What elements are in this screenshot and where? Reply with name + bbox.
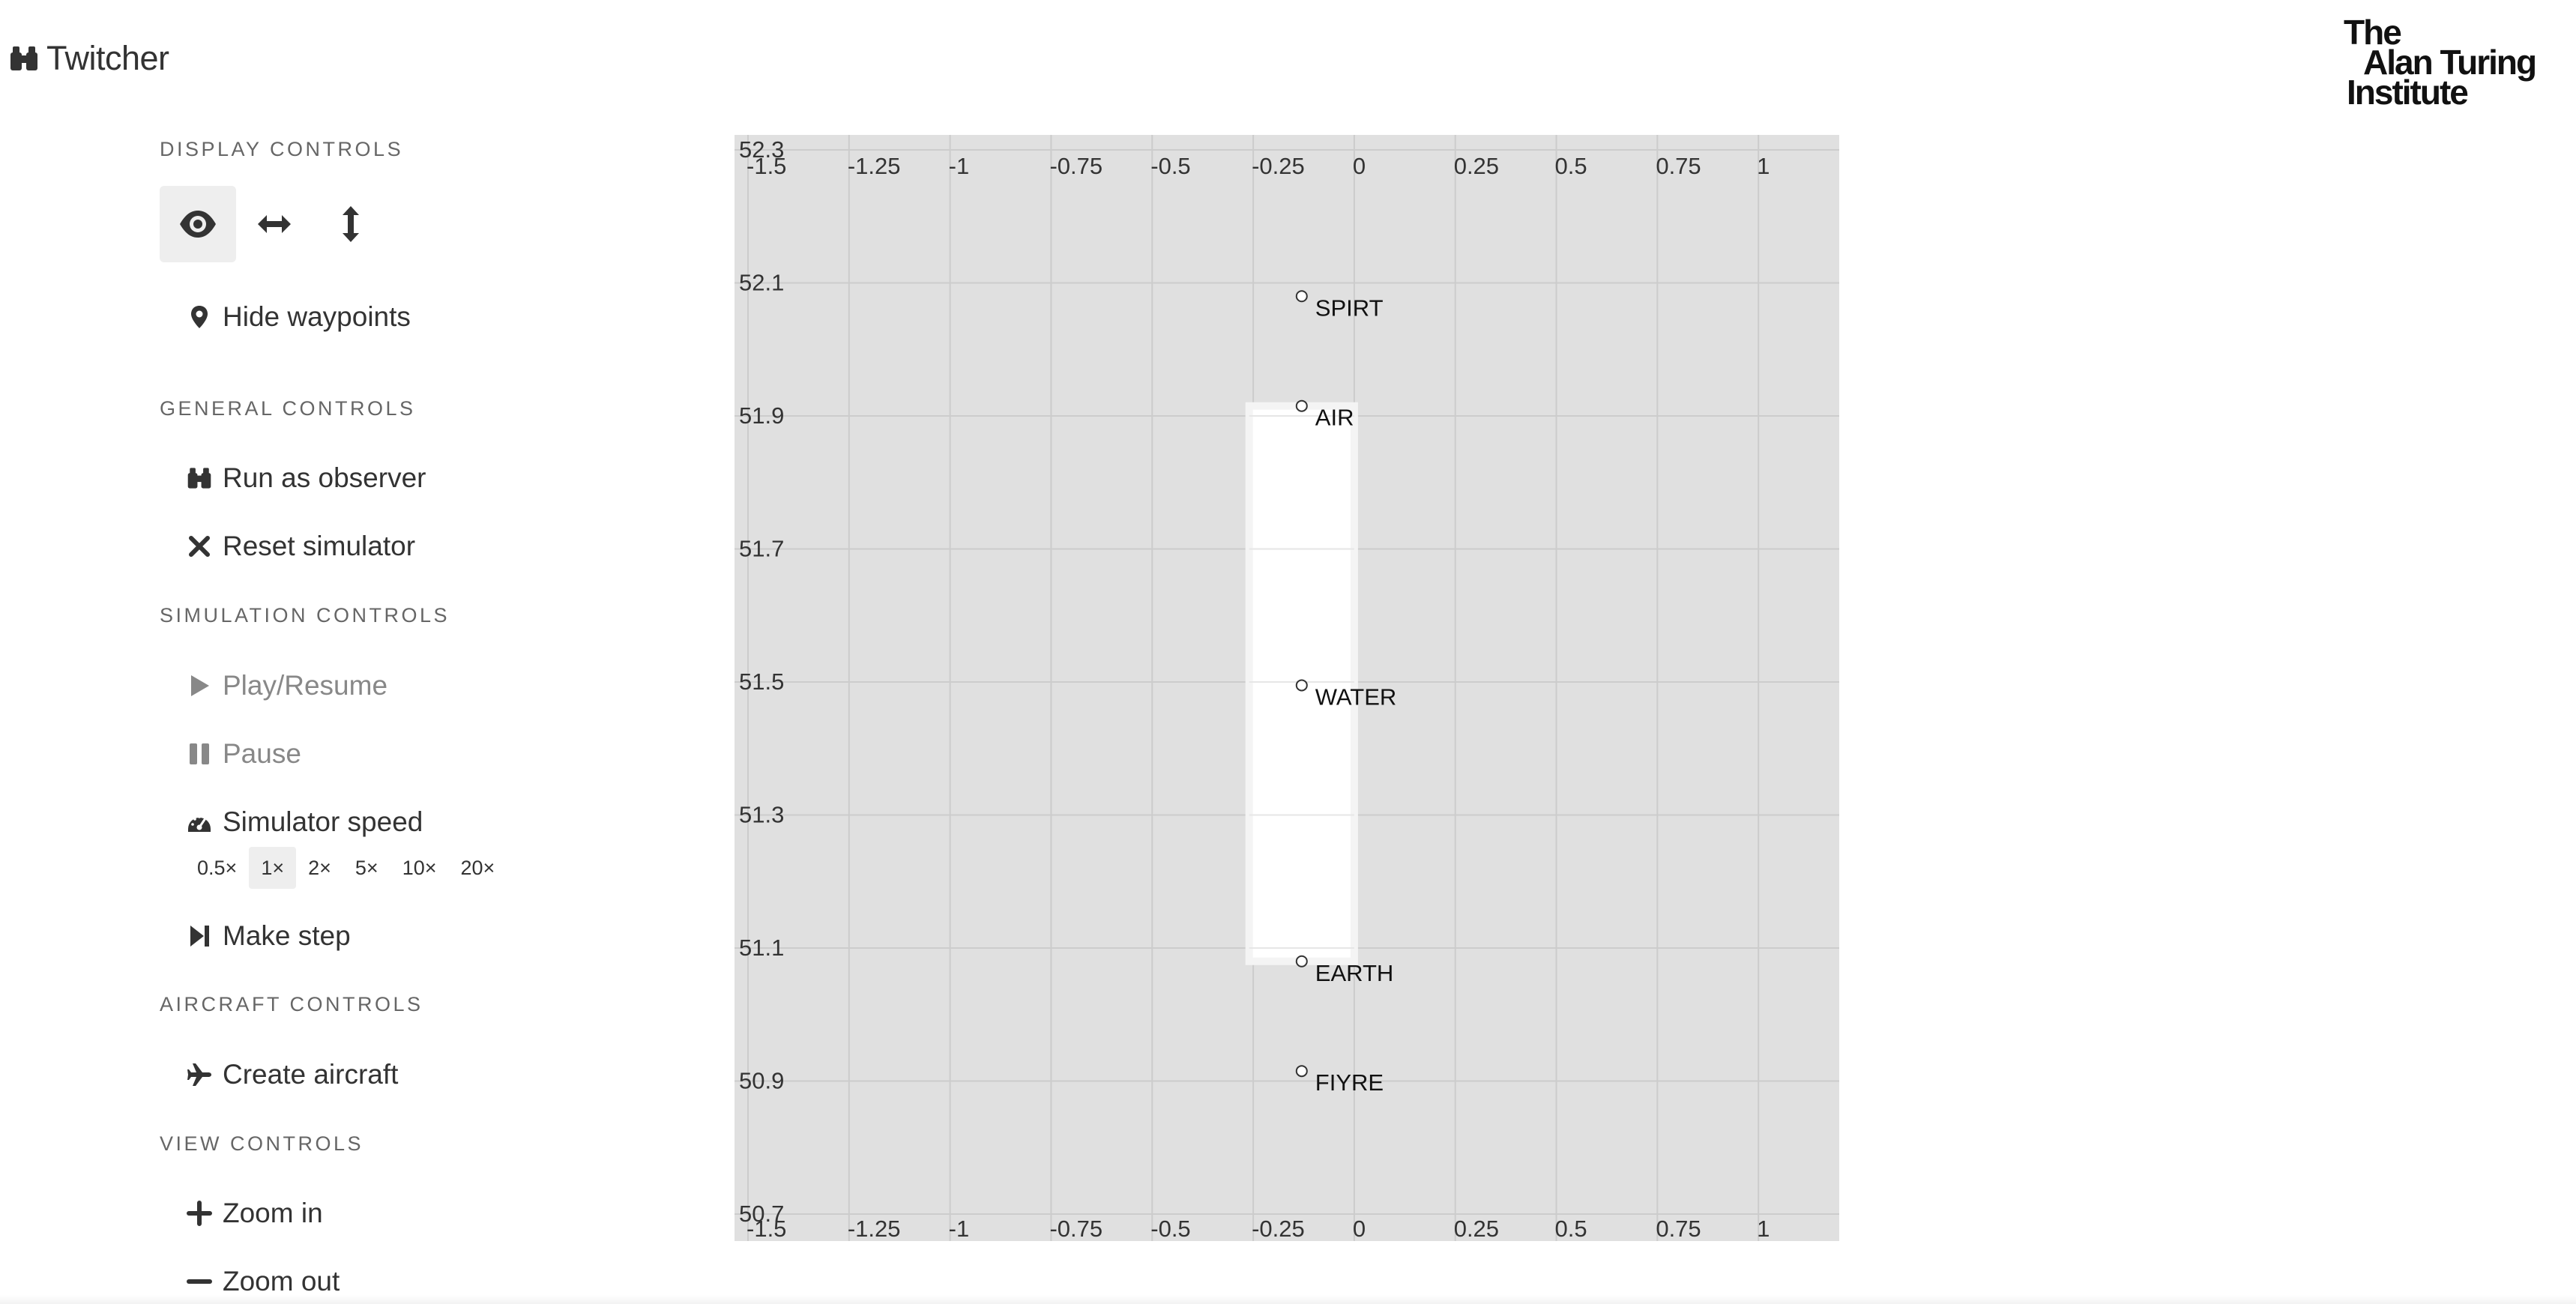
- general-controls-title: GENERAL CONTROLS: [160, 397, 416, 420]
- x-tick-label-top: 0.25: [1454, 153, 1499, 179]
- create-aircraft-label: Create aircraft: [223, 1059, 399, 1090]
- close-icon: [185, 532, 214, 561]
- pause-label: Pause: [223, 738, 301, 769]
- x-tick-label-top: 1: [1757, 153, 1770, 179]
- y-tick-label: 52.1: [739, 270, 784, 296]
- waypoint-marker: [1295, 955, 1308, 968]
- x-tick-label-bottom: -1.5: [746, 1216, 786, 1241]
- speed-option-active[interactable]: 1×: [249, 847, 297, 889]
- pause-icon: [185, 740, 214, 768]
- x-tick-label-bottom: -0.5: [1150, 1216, 1190, 1241]
- speed-option[interactable]: 2×: [308, 856, 331, 879]
- x-tick-label-bottom: -0.25: [1252, 1216, 1305, 1241]
- app-title: Twitcher: [46, 39, 169, 77]
- x-tick-label-top: -0.5: [1150, 153, 1190, 179]
- x-tick-label-bottom: 1: [1757, 1216, 1770, 1241]
- hide-waypoints-label: Hide waypoints: [223, 301, 411, 332]
- bottom-edge: [0, 1295, 2576, 1304]
- speed-selector: 0.5× 1× 2× 5× 10× 20×: [185, 847, 507, 889]
- y-tick-label: 50.9: [739, 1068, 784, 1094]
- x-tick-label-top: -1: [949, 153, 970, 179]
- speed-option[interactable]: 10×: [402, 856, 437, 879]
- arrows-horizontal-icon: [255, 205, 294, 244]
- reset-simulator-button[interactable]: Reset simulator: [185, 531, 415, 562]
- y-tick-label: 51.9: [739, 402, 784, 429]
- view-controls-title: VIEW CONTROLS: [160, 1132, 364, 1155]
- waypoint-label: WATER: [1315, 683, 1397, 710]
- play-resume-button[interactable]: Play/Resume: [185, 670, 387, 701]
- speed-option[interactable]: 5×: [355, 856, 378, 879]
- y-tick-label: 51.3: [739, 802, 784, 828]
- make-step-button[interactable]: Make step: [185, 920, 351, 952]
- run-as-observer-button[interactable]: Run as observer: [185, 462, 426, 494]
- x-tick-label-bottom: 0.75: [1656, 1216, 1701, 1241]
- y-tick-label: 51.7: [739, 536, 784, 562]
- waypoint-label: FIYRE: [1315, 1069, 1384, 1096]
- x-tick-label-bottom: 0: [1353, 1216, 1366, 1241]
- app-brand: Twitcher: [9, 39, 169, 78]
- y-tick-label: 52.3: [739, 136, 784, 163]
- x-tick-label-top: 0: [1353, 153, 1366, 179]
- x-tick-label-bottom: 0.5: [1555, 1216, 1587, 1241]
- x-tick-label-top: 0.5: [1555, 153, 1587, 179]
- simulator-speed-label: Simulator speed: [223, 806, 423, 837]
- display-mode-buttons: [160, 186, 389, 262]
- zoom-in-button[interactable]: Zoom in: [185, 1198, 323, 1229]
- vertical-view-button[interactable]: [313, 186, 389, 262]
- create-aircraft-button[interactable]: Create aircraft: [185, 1059, 398, 1090]
- x-tick-label-bottom: 0.25: [1454, 1216, 1499, 1241]
- airspace-map-svg[interactable]: -1.5 -1.5 -1.25 -1.25 -1 -1 -0.75 -0.75 -0.5 -0.5…: [735, 135, 1839, 1241]
- minus-icon: [185, 1267, 214, 1296]
- x-tick-label-top: 0.75: [1656, 153, 1701, 179]
- aircraft-controls-title: AIRCRAFT CONTROLS: [160, 993, 423, 1015]
- binoculars-icon: [185, 464, 214, 492]
- x-tick-label-top: -0.75: [1049, 153, 1103, 179]
- plane-icon: [185, 1060, 214, 1089]
- zoom-out-label: Zoom out: [223, 1266, 340, 1297]
- arrows-vertical-icon: [331, 205, 370, 244]
- binoculars-icon: [9, 45, 39, 72]
- reset-simulator-label: Reset simulator: [223, 531, 416, 561]
- eye-view-button[interactable]: [160, 186, 236, 262]
- waypoint-label: AIR: [1315, 405, 1354, 431]
- pause-button[interactable]: Pause: [185, 738, 301, 770]
- x-tick-label-bottom: -0.75: [1049, 1216, 1103, 1241]
- y-tick-label: 51.1: [739, 935, 784, 961]
- x-tick-label-top: -0.25: [1252, 153, 1305, 179]
- waypoint-label: EARTH: [1315, 960, 1394, 986]
- airspace-map[interactable]: -1.5 -1.5 -1.25 -1.25 -1 -1 -0.75 -0.75 -0.5 -0.5…: [735, 135, 1839, 1241]
- zoom-out-button[interactable]: Zoom out: [185, 1266, 340, 1297]
- plus-icon: [185, 1199, 214, 1228]
- hide-waypoints-button[interactable]: Hide waypoints: [185, 301, 411, 333]
- simulation-controls-title: SIMULATION CONTROLS: [160, 604, 450, 627]
- waypoint-marker: [1295, 679, 1308, 692]
- simulator-speed-label-row: Simulator speed: [185, 806, 423, 838]
- zoom-in-label: Zoom in: [223, 1198, 323, 1228]
- speed-option[interactable]: 0.5×: [197, 856, 238, 879]
- waypoint-marker: [1295, 399, 1308, 412]
- eye-icon: [178, 205, 217, 244]
- waypoint-marker: [1295, 1065, 1308, 1078]
- waypoint-marker: [1295, 290, 1308, 303]
- y-tick-label: 50.7: [739, 1201, 784, 1227]
- map-marker-icon: [185, 303, 214, 331]
- run-as-observer-label: Run as observer: [223, 462, 426, 493]
- play-icon: [185, 671, 214, 700]
- speed-option[interactable]: 20×: [460, 856, 495, 879]
- x-tick-label-top: -1.5: [746, 153, 786, 179]
- x-tick-label-bottom: -1: [949, 1216, 970, 1241]
- play-resume-label: Play/Resume: [223, 670, 388, 701]
- x-tick-label-bottom: -1.25: [848, 1216, 901, 1241]
- turing-institute-logo: The Alan Turing Institute: [2344, 13, 2537, 112]
- display-controls-title: DISPLAY CONTROLS: [160, 138, 404, 160]
- horizontal-view-button[interactable]: [236, 186, 313, 262]
- x-tick-label-top: -1.25: [848, 153, 901, 179]
- step-forward-icon: [185, 922, 214, 950]
- speedometer-icon: [185, 808, 214, 836]
- waypoint-label: SPIRT: [1315, 295, 1384, 321]
- make-step-label: Make step: [223, 920, 351, 951]
- y-tick-label: 51.5: [739, 668, 784, 695]
